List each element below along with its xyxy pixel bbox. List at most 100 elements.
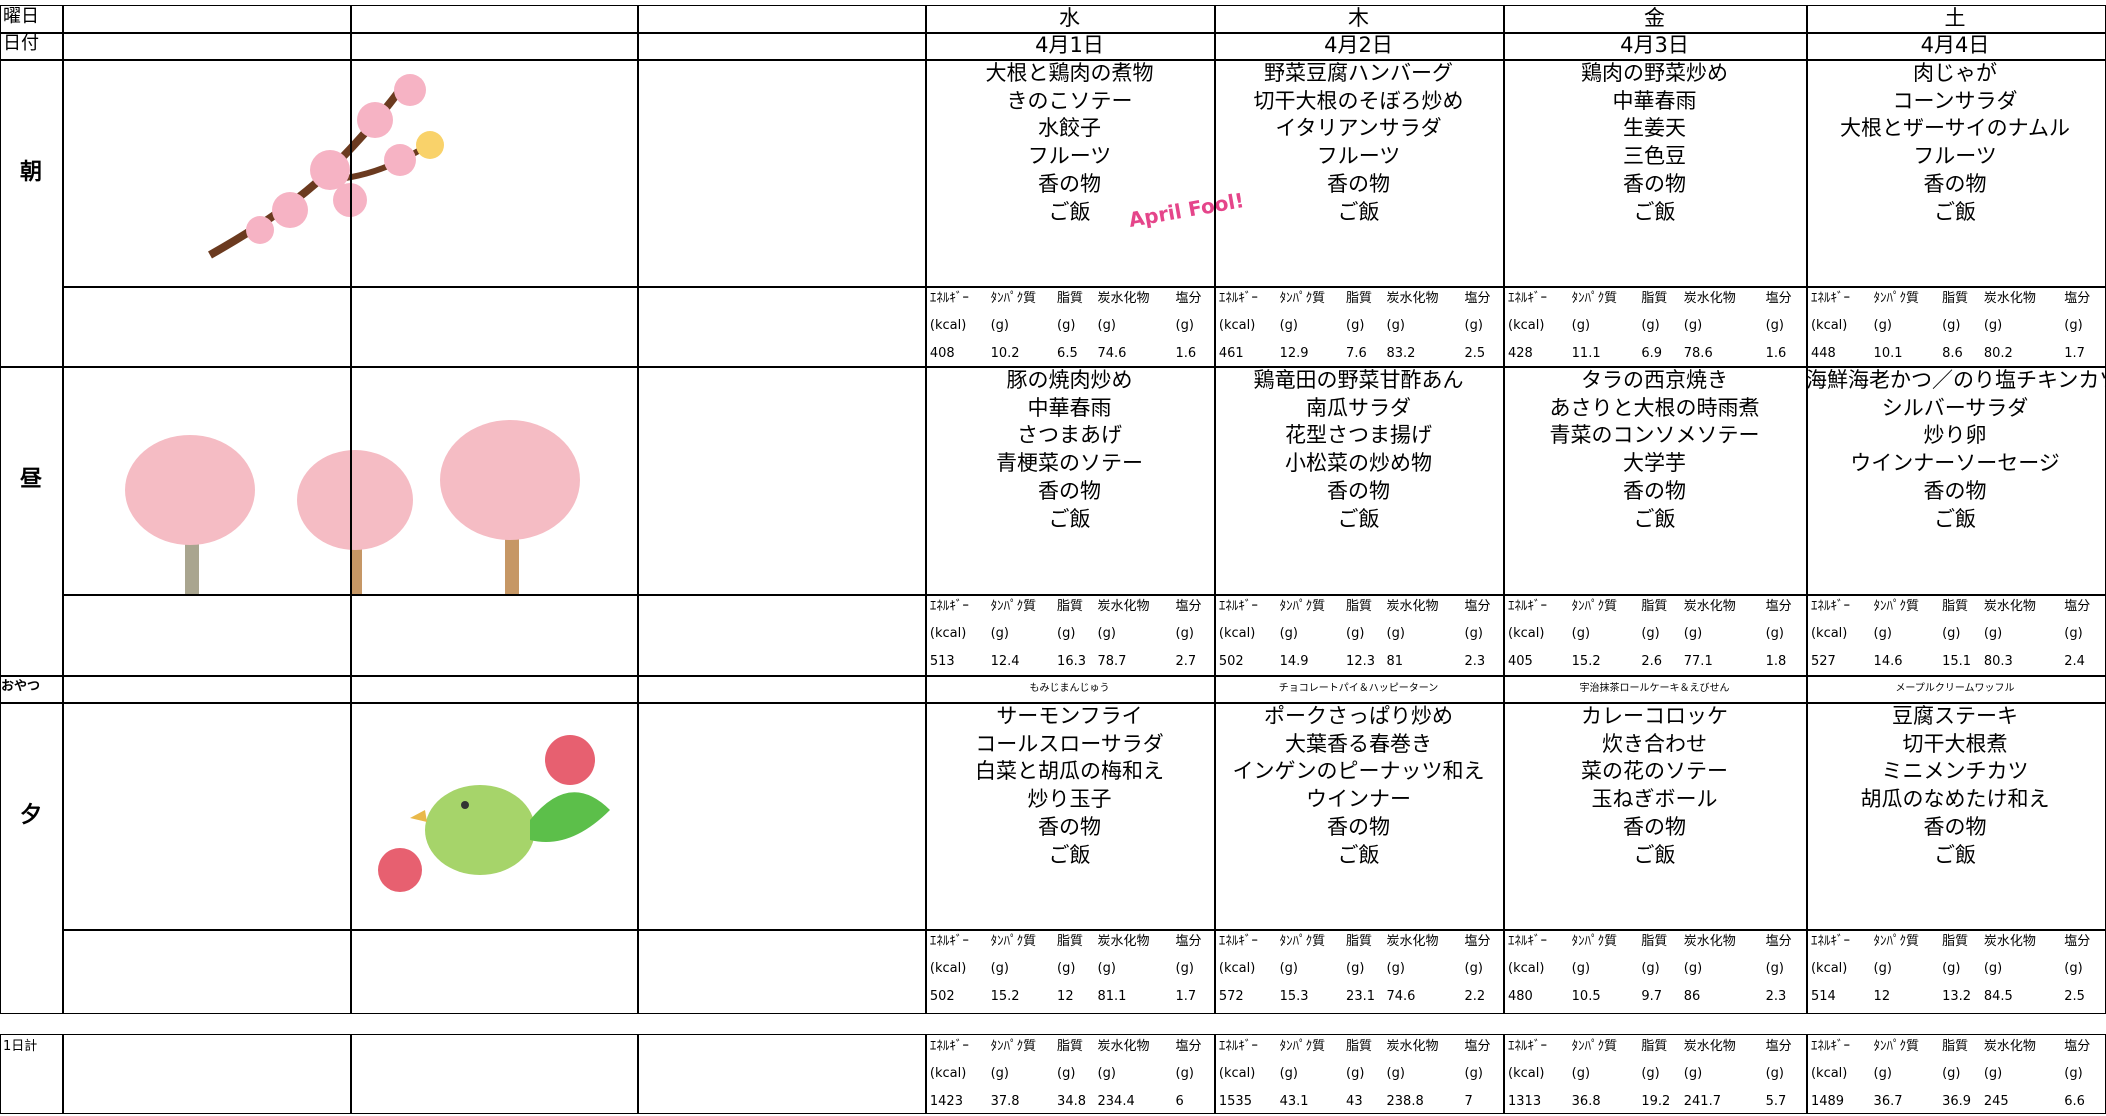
nutrition-value: 572 [1218, 989, 1244, 1004]
nutrition-unit: (kcal) [1508, 318, 1545, 333]
nutrition-value: 77.1 [1683, 654, 1713, 669]
nutrition-value: 6.5 [1057, 346, 1078, 361]
nutrition-value: 15.2 [990, 989, 1020, 1004]
nutrition-unit: (g) [1683, 626, 1703, 641]
dish: ご飯 [1934, 506, 1976, 531]
nutrition-value: 12.4 [990, 654, 1020, 669]
nutrition-value: 10.1 [1873, 346, 1903, 361]
nutrition-value: 502 [929, 989, 955, 1004]
nutrition-value: 15.3 [1279, 989, 1309, 1004]
nutrition-header: 炭水化物 [1983, 291, 2036, 306]
nutrition-unit: (kcal) [929, 318, 967, 333]
nutrition-unit: (g) [1346, 318, 1365, 333]
nutrition-unit: (g) [1683, 961, 1703, 976]
dish: 小松菜の炒め物 [1285, 451, 1432, 476]
snack: チョコレートパイ＆ハッピーターン [1278, 682, 1439, 694]
nutrition-header: 脂質 [1346, 934, 1373, 949]
empty-cell [350, 594, 639, 677]
nutrition-unit: (g) [2064, 961, 2083, 976]
empty-cell [62, 675, 352, 704]
nutrition-unit: (g) [1571, 1066, 1591, 1081]
empty-cell [350, 702, 639, 931]
nutrition-header: 塩分 [2064, 934, 2091, 949]
empty-cell [62, 1034, 352, 1114]
dish: インゲンのピーナッツ和え [1232, 759, 1485, 784]
nutrition-header: 炭水化物 [1386, 291, 1439, 306]
nutrition-unit: (g) [1386, 1066, 1405, 1081]
total-value: 7 [1464, 1094, 1473, 1109]
dish: 南瓜サラダ [1306, 395, 1411, 420]
snack: もみじまんじゅう [1029, 682, 1110, 694]
nutrition-unit: (g) [1175, 318, 1194, 333]
nutrition-header: ｴﾈﾙｷﾞｰ [1218, 1039, 1258, 1054]
empty-cell [62, 286, 352, 368]
nutrition-cell [925, 286, 1216, 368]
nutrition-header: 炭水化物 [1386, 1039, 1439, 1054]
nutrition-unit: (g) [1386, 961, 1405, 976]
nutrition-header: 脂質 [1641, 934, 1668, 949]
nutrition-value: 448 [1810, 346, 1836, 361]
nutrition-unit: (g) [1683, 318, 1703, 333]
nutrition-unit: (g) [1983, 318, 2003, 333]
nutrition-unit: (g) [1464, 318, 1483, 333]
nutrition-header: ｴﾈﾙｷﾞｰ [1218, 934, 1258, 949]
green-bird [378, 735, 610, 892]
nutrition-header: ﾀﾝﾊﾟｸ質 [990, 291, 1037, 306]
nutrition-header: ｴﾈﾙｷﾞｰ [1810, 1039, 1850, 1054]
nutrition-header: ﾀﾝﾊﾟｸ質 [1571, 599, 1618, 614]
empty-cell [62, 929, 352, 1014]
nutrition-value: 15.2 [1571, 654, 1601, 669]
menu-cell [1214, 702, 1505, 931]
nutrition-unit: (g) [2064, 626, 2083, 641]
nutrition-header: 脂質 [1641, 1039, 1668, 1054]
nutrition-header: ｴﾈﾙｷﾞｰ [929, 934, 969, 949]
nutrition-value: 7.6 [1346, 346, 1367, 361]
nutrition-unit: (g) [1983, 1066, 2003, 1081]
nutrition-unit: (g) [1464, 626, 1483, 641]
dish: 水餃子 [1038, 116, 1101, 141]
total-cell [925, 1034, 1216, 1114]
dish: シルバーサラダ [1881, 395, 2029, 420]
nutrition-value: 428 [1508, 346, 1533, 361]
nutrition-header: ｴﾈﾙｷﾞｰ [1810, 291, 1850, 306]
nutrition-cell [1503, 929, 1808, 1014]
nutrition-value: 78.7 [1097, 654, 1127, 669]
nutrition-header: 炭水化物 [1983, 934, 2036, 949]
dish: 胡瓜のなめたけ和え [1860, 787, 2050, 812]
dish: 炒り玉子 [1027, 787, 1112, 812]
snack: 宇治抹茶ロールケーキ＆えびせん [1579, 682, 1730, 694]
nutrition-header: ｴﾈﾙｷﾞｰ [1508, 1039, 1548, 1054]
empty-cell [637, 59, 927, 288]
nutrition-unit: (g) [1983, 626, 2003, 641]
nutrition-header: ﾀﾝﾊﾟｸ質 [1873, 934, 1920, 949]
nutrition-unit: (g) [1873, 1066, 1892, 1081]
nutrition-unit: (g) [1346, 1066, 1365, 1081]
nutrition-value: 16.3 [1057, 654, 1086, 669]
label-cell [0, 59, 64, 368]
total-value: 1313 [1508, 1094, 1542, 1109]
label-cell [0, 32, 64, 61]
dish: 豆腐ステーキ [1892, 704, 2018, 728]
snack: メープルクリームワッフル [1895, 682, 2015, 694]
nutrition-header: 炭水化物 [1097, 599, 1150, 614]
dish: 香の物 [1923, 171, 1987, 196]
nutrition-unit: (g) [1097, 961, 1116, 976]
nutrition-value: 408 [929, 346, 955, 361]
dish: 大根と鶏肉の煮物 [985, 61, 1154, 85]
dish: 香の物 [1623, 171, 1686, 196]
nutrition-value: 86 [1683, 989, 1701, 1004]
label-cell [0, 5, 64, 34]
nutrition-header: 塩分 [1464, 599, 1491, 614]
nutrition-unit: (g) [1386, 318, 1405, 333]
nutrition-unit: (g) [1683, 1066, 1703, 1081]
dish: ご飯 [1337, 506, 1380, 531]
dish: フルーツ [1316, 144, 1401, 169]
nutrition-cell [1806, 929, 2106, 1014]
nutrition-unit: (g) [1873, 318, 1892, 333]
dish: あさりと大根の時雨煮 [1549, 395, 1760, 420]
nutrition-unit: (g) [1641, 961, 1660, 976]
date: 4月1日 [1035, 33, 1104, 57]
nutrition-unit: (g) [1942, 1066, 1961, 1081]
nutrition-value: 480 [1508, 989, 1533, 1004]
row-label: 日付 [3, 33, 39, 54]
